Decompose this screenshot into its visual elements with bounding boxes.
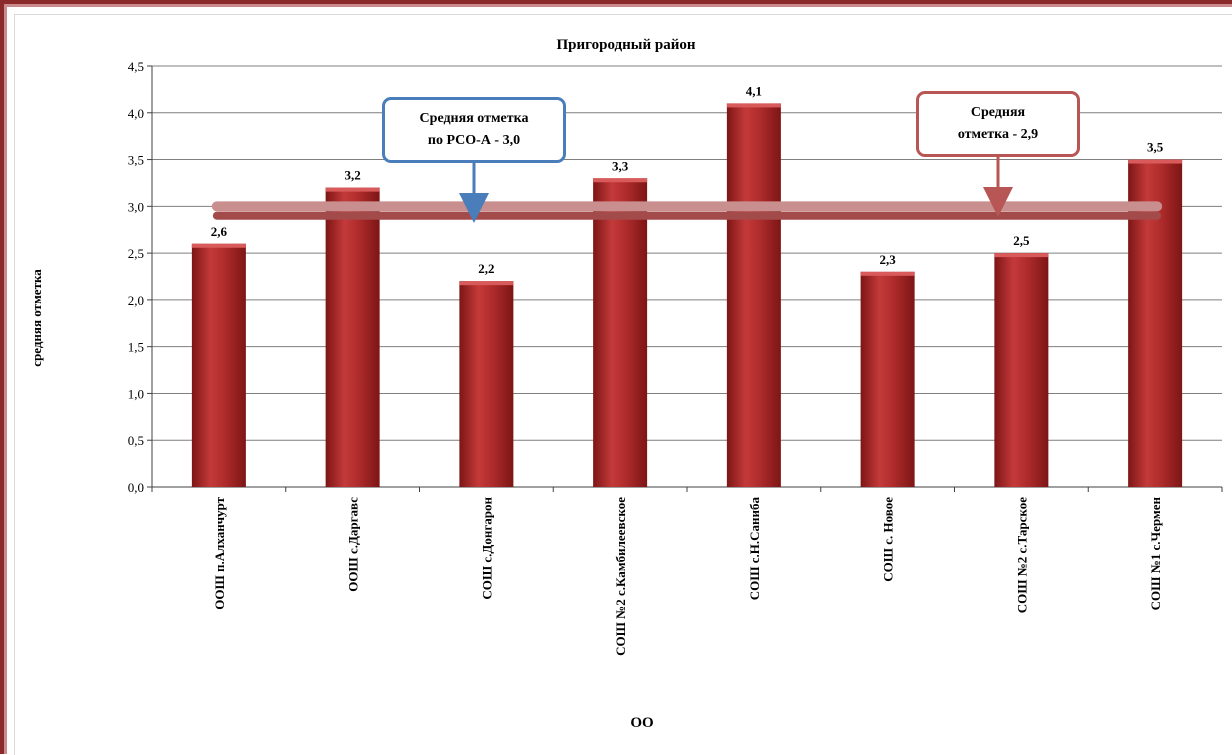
bar-top — [726, 103, 781, 108]
x-category-label: СОШ №2 с.Тарское — [1014, 497, 1029, 614]
x-category-label: СОШ №2 с.Камбилеевское — [613, 497, 628, 656]
x-category-label: СОШ с.Донгарон — [479, 496, 494, 599]
y-tick-label: 1,5 — [128, 340, 144, 355]
bar-value-label: 3,3 — [612, 158, 629, 173]
y-tick-label: 0,5 — [128, 433, 144, 448]
reference-lines — [211, 201, 1163, 220]
y-tick-label: 4,0 — [128, 106, 144, 121]
bar — [191, 243, 246, 487]
y-tick-label: 2,0 — [128, 293, 144, 308]
x-category-label: СОШ с. Новое — [881, 497, 896, 582]
bar-top — [593, 178, 648, 183]
bar-value-label: 2,5 — [1013, 233, 1030, 248]
x-category-label: ООШ п.Алханчурт — [212, 496, 227, 609]
x-category-label: СОШ с.Н.Саниба — [747, 497, 762, 601]
chart-area-border — [14, 14, 1232, 755]
y-axis-title: средняя отметка — [29, 269, 44, 367]
y-tick-label: 4,5 — [128, 59, 144, 74]
y-tick-label: 0,0 — [128, 480, 144, 495]
y-axis-ticks: 0,0 0,5 1,0 1,5 2,0 2,5 3,0 3,5 4,0 4,5 — [128, 59, 144, 495]
bar — [994, 253, 1049, 487]
bar-top — [459, 281, 514, 286]
bar-top — [325, 187, 380, 192]
bar — [860, 271, 915, 487]
bar-value-label: 4,1 — [746, 83, 762, 98]
bar-top — [191, 243, 246, 248]
region-average-callout: Средняя отметка по РСО-А - 3,0 — [382, 97, 566, 163]
x-category-label: СОШ №1 с.Чермен — [1148, 497, 1163, 611]
bar-value-label: 3,2 — [345, 168, 361, 183]
x-axis-category-labels: ООШ п.Алханчурт ООШ с.Даргавс СОШ с.Донгар… — [212, 496, 1163, 655]
y-tick-label: 2,5 — [128, 246, 144, 261]
bar — [593, 178, 648, 487]
bar-value-label: 2,3 — [880, 252, 897, 267]
x-category-label: ООШ с.Даргавс — [346, 497, 361, 592]
bar — [325, 187, 380, 487]
y-tick-label: 3,0 — [128, 199, 144, 214]
bar-value-label: 2,2 — [478, 261, 494, 276]
bar-value-label: 2,6 — [211, 224, 228, 239]
y-tick-label: 3,5 — [128, 153, 144, 168]
bars — [191, 103, 1183, 488]
bar — [459, 281, 514, 487]
district-average-callout: Средняя отметка - 2,9 — [916, 91, 1080, 157]
x-axis-title: ОО — [630, 715, 653, 731]
bar-top — [860, 271, 915, 276]
chart-title: Пригородный район — [557, 37, 696, 53]
y-tick-label: 1,0 — [128, 386, 144, 401]
value-labels: 2,6 3,2 2,2 3,3 4,1 2,3 2,5 3,5 — [211, 83, 1164, 276]
bar-top — [994, 253, 1049, 258]
bar-top — [1128, 159, 1183, 164]
bar — [726, 103, 781, 487]
bar-value-label: 3,5 — [1147, 140, 1164, 155]
